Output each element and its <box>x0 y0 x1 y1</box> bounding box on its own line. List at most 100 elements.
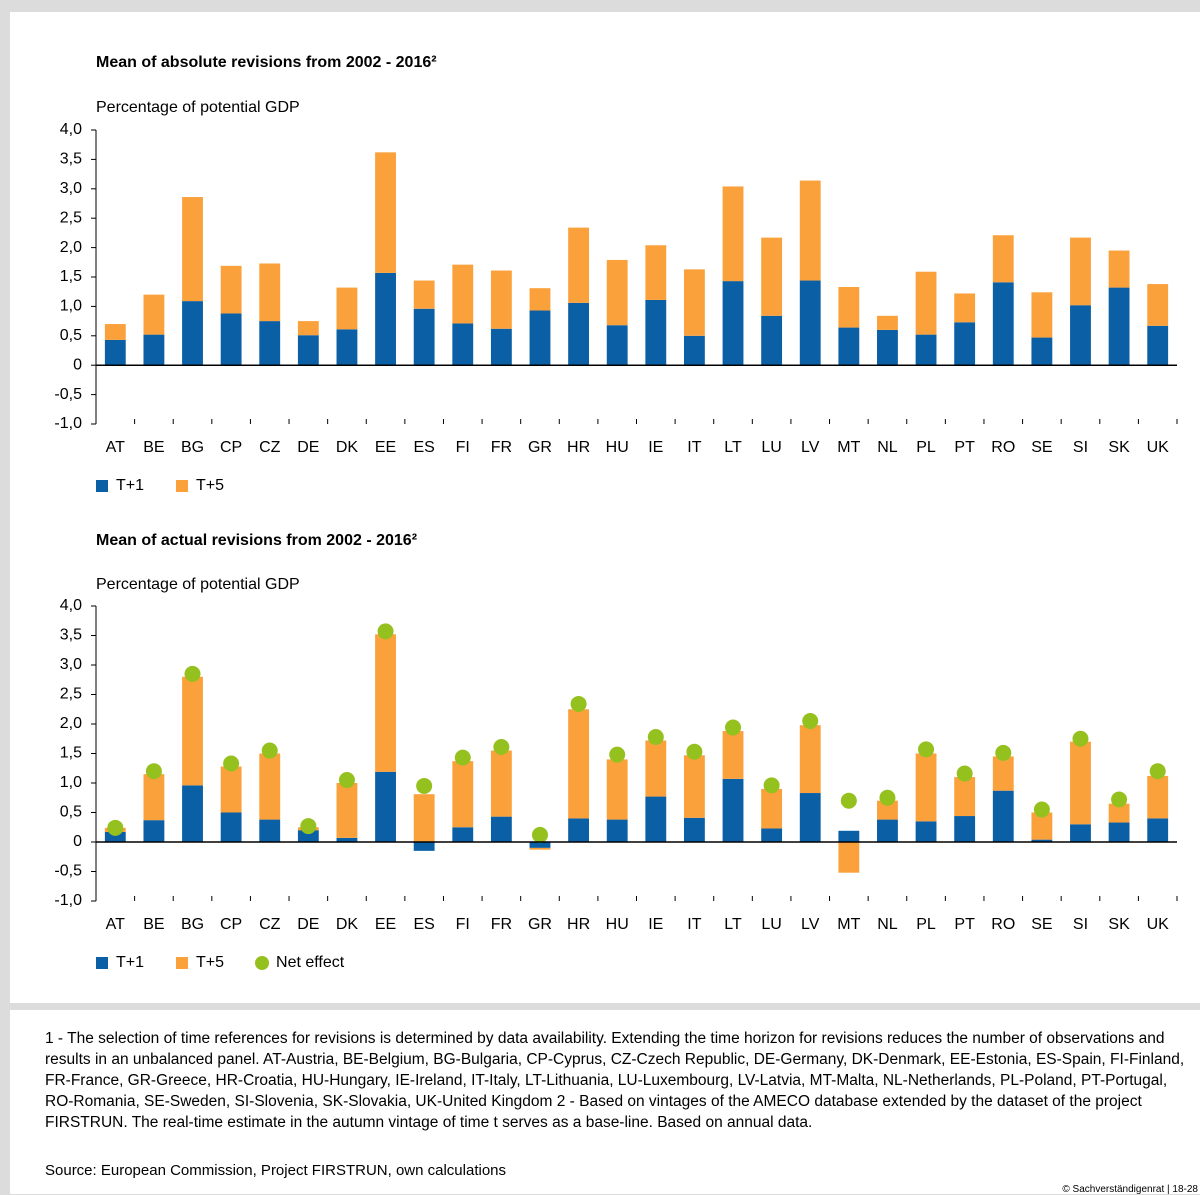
net-effect-dot <box>647 728 664 745</box>
bar <box>761 237 783 316</box>
x-tick-label: BE <box>143 916 164 933</box>
y-axis-title: Percentage of potential GDP <box>96 576 300 593</box>
legend-label: T+1 <box>116 477 144 494</box>
net-effect-dot <box>338 772 355 789</box>
x-tick-label: IT <box>687 439 701 456</box>
bar <box>182 301 203 366</box>
copyright: © Sachverständigenrat | 18-28 <box>1062 1184 1198 1195</box>
bar <box>182 785 203 842</box>
net-effect-dot <box>223 755 240 772</box>
bar <box>529 288 551 311</box>
bar <box>1070 824 1091 842</box>
bar <box>645 796 667 842</box>
x-tick-label: CP <box>220 916 242 933</box>
net-effect-dot <box>1033 801 1050 818</box>
bar <box>413 794 435 842</box>
x-tick-label: SE <box>1031 916 1052 933</box>
net-effect-dot <box>570 695 587 712</box>
x-tick-label: NL <box>877 439 898 456</box>
bar <box>799 793 821 842</box>
bar <box>954 777 976 817</box>
bar <box>606 819 628 842</box>
bar <box>452 761 474 828</box>
x-tick-label: CZ <box>259 439 281 456</box>
bar <box>1070 741 1091 825</box>
bar <box>259 819 281 842</box>
bar <box>452 827 474 842</box>
bar <box>182 676 203 786</box>
net-effect-dot <box>918 741 935 758</box>
legend-dot <box>255 956 270 970</box>
bar <box>297 335 319 366</box>
bar <box>645 299 667 366</box>
bar <box>375 634 396 772</box>
source: Source: European Commission, Project FIR… <box>45 1162 507 1179</box>
x-tick-label: LT <box>724 916 742 933</box>
bar <box>452 323 474 366</box>
bar <box>413 280 435 309</box>
x-tick-label: EE <box>375 916 396 933</box>
net-effect-dot <box>300 818 317 835</box>
bar <box>297 321 319 336</box>
bar <box>606 325 628 366</box>
bar <box>1031 812 1053 840</box>
bar <box>761 828 783 842</box>
net-effect-dot <box>725 719 742 736</box>
y-tick-label: 1,0 <box>60 774 82 791</box>
net-effect-dot <box>416 777 433 794</box>
bar <box>915 271 937 335</box>
bar <box>838 842 860 873</box>
legend-label: T+1 <box>116 954 144 971</box>
y-tick-label: 1,0 <box>60 298 82 315</box>
bar <box>722 731 744 779</box>
legend-label: Net effect <box>276 954 345 971</box>
x-tick-label: SI <box>1073 439 1088 456</box>
net-effect-dot <box>1072 730 1089 747</box>
legend-swatch <box>176 480 189 492</box>
x-tick-label: RO <box>991 439 1015 456</box>
bar <box>722 778 744 842</box>
bar <box>915 753 937 822</box>
x-tick-label: FR <box>491 439 512 456</box>
y-tick-label: 1,5 <box>60 745 82 762</box>
y-tick-label: -1,0 <box>54 892 82 909</box>
y-tick-label: -0,5 <box>54 386 82 403</box>
bar <box>220 812 242 842</box>
bar <box>954 816 976 842</box>
bar <box>799 725 821 794</box>
y-tick-label: 1,5 <box>60 268 82 285</box>
x-tick-label: HU <box>606 439 629 456</box>
bar <box>877 800 898 820</box>
net-effect-dot <box>454 749 471 766</box>
net-effect-dot <box>377 623 394 640</box>
net-effect-dot <box>531 826 548 843</box>
bar <box>220 313 242 366</box>
legend-label: T+5 <box>196 477 224 494</box>
bar <box>568 227 590 303</box>
bar <box>954 322 976 366</box>
net-effect-dot <box>184 665 201 682</box>
bar <box>992 790 1014 842</box>
y-tick-label: 2,5 <box>60 209 82 226</box>
bar <box>877 819 898 842</box>
x-tick-label: MT <box>837 439 860 456</box>
x-tick-label: SK <box>1108 439 1130 456</box>
x-tick-label: FI <box>456 439 470 456</box>
net-effect-dot <box>1149 763 1166 780</box>
x-tick-label: FI <box>456 916 470 933</box>
y-tick-label: -0,5 <box>54 863 82 880</box>
bar <box>1070 237 1091 306</box>
x-tick-label: ES <box>413 439 434 456</box>
bar <box>1147 284 1169 326</box>
x-tick-label: EE <box>375 439 396 456</box>
bar <box>490 270 512 329</box>
bar <box>413 842 435 851</box>
bar <box>992 756 1014 791</box>
x-tick-label: SI <box>1073 916 1088 933</box>
bar <box>529 842 551 848</box>
x-tick-label: IE <box>648 916 663 933</box>
x-tick-label: DE <box>297 916 319 933</box>
x-tick-label: MT <box>837 916 860 933</box>
legend-swatch <box>176 957 189 969</box>
